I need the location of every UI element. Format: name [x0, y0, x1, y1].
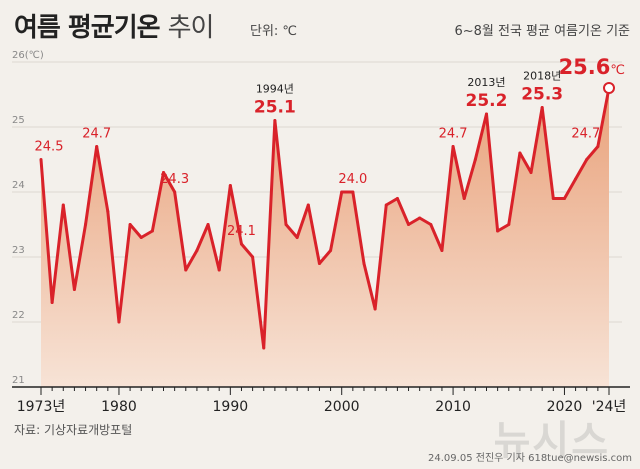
label-layer: 24.5 24.7 24.3 24.1 24.0 24.7 24.7 25.1 1994년 25.… [35, 55, 625, 239]
data-point [373, 307, 377, 311]
data-point [295, 236, 299, 239]
data-point [195, 249, 199, 252]
data-point [551, 197, 555, 200]
data-point [351, 190, 355, 194]
chart-header: 여름 평균기온 추이 단위: ℃ 6~8월 전국 평균 여름기온 기준 [0, 0, 640, 48]
data-point [106, 210, 110, 213]
data-point [496, 229, 500, 233]
data-point [340, 190, 344, 194]
year-label: 2018년 [523, 70, 561, 83]
data-label: 24.7 [439, 127, 468, 142]
data-point [462, 197, 466, 200]
data-label: 24.0 [338, 172, 367, 187]
data-point [95, 145, 99, 148]
data-label-bold: 25.1 [254, 98, 296, 118]
x-tick-label: 1980 [101, 399, 137, 415]
data-point [84, 223, 88, 226]
data-point [407, 223, 411, 226]
data-label: 24.5 [35, 140, 64, 155]
data-point [418, 216, 422, 220]
data-point [284, 223, 288, 226]
data-point [562, 197, 566, 200]
data-label-bold: 25.3 [521, 85, 563, 105]
y-tick-label: 25 [12, 115, 25, 126]
data-point [162, 171, 166, 174]
basis-note: 6~8월 전국 평균 여름기온 기준 [454, 24, 630, 39]
y-tick-label: 26(℃) [12, 50, 44, 61]
data-point [473, 158, 477, 161]
data-point [128, 223, 132, 226]
data-point [596, 145, 600, 148]
data-point [603, 82, 615, 94]
data-point [50, 301, 54, 304]
year-label: 2013년 [467, 76, 505, 89]
data-point [384, 203, 388, 207]
data-point [206, 223, 210, 226]
area-layer [41, 88, 609, 387]
data-point [184, 268, 188, 272]
data-point [262, 346, 266, 350]
data-point [173, 190, 177, 194]
data-point [574, 177, 578, 181]
data-point [273, 119, 277, 122]
data-label-bold: 25.2 [466, 91, 508, 111]
area-fill [41, 88, 609, 387]
data-point [117, 320, 121, 324]
data-point [540, 106, 544, 109]
data-label-highlight: 25.6℃ [559, 55, 625, 79]
chart-title: 여름 평균기온 추이 [14, 7, 215, 44]
data-point [518, 151, 522, 155]
data-point [39, 158, 43, 161]
data-point [317, 262, 321, 265]
data-label: 24.3 [160, 172, 189, 187]
series-line [39, 87, 611, 350]
credit-note: 24.09.05 전진우 기자 618tue@newsis.com [428, 453, 632, 464]
y-tick-label: 24 [12, 180, 25, 191]
data-point [440, 249, 444, 252]
watermark: 뉴시스 [493, 418, 610, 464]
source-note: 자료: 기상자료개방포털 [14, 423, 133, 437]
data-point [484, 112, 488, 116]
data-point [150, 229, 154, 233]
year-label: 1994년 [256, 83, 294, 96]
data-point [139, 236, 143, 239]
data-point [72, 288, 76, 291]
data-label: 24.7 [82, 127, 111, 142]
title-bold: 여름 평균기온 [14, 13, 161, 43]
y-tick-label: 22 [12, 310, 25, 321]
data-point [251, 255, 255, 259]
x-tick-label: '24년 [592, 399, 627, 415]
data-point [362, 262, 366, 265]
data-point [239, 242, 243, 246]
data-point [217, 268, 221, 272]
data-point [395, 197, 399, 200]
x-tick-label: 2000 [324, 399, 360, 415]
data-point [585, 158, 589, 161]
data-point [507, 223, 511, 226]
data-point [451, 145, 455, 148]
data-point [61, 203, 65, 207]
axis-layer: 1973년 1980 1990 2000 2010 2020 '24년 [12, 386, 630, 415]
x-tick-label: 2010 [435, 399, 471, 415]
data-point [228, 184, 232, 187]
title-light: 추이 [167, 13, 215, 43]
data-point [429, 223, 433, 226]
y-tick-label: 23 [12, 245, 25, 256]
data-point [329, 249, 333, 252]
x-tick-label: 1990 [213, 399, 249, 415]
x-tick-label: 1973년 [17, 399, 66, 415]
data-point [529, 171, 533, 174]
data-point [306, 203, 310, 207]
line-layer [39, 82, 615, 350]
x-tick-label: 2020 [547, 399, 583, 415]
unit-label: 단위: ℃ [250, 24, 298, 39]
data-label: 24.7 [571, 127, 600, 142]
y-tick-label: 21 [12, 375, 25, 386]
data-label: 24.1 [227, 224, 256, 239]
